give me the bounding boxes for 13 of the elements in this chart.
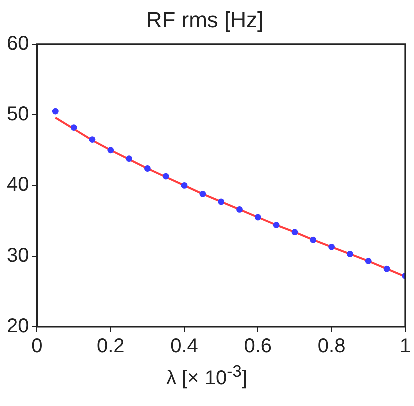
x-tick-label: 0 bbox=[32, 336, 43, 358]
x-tick-label: 0.6 bbox=[244, 336, 272, 358]
chart-title: RF rms [Hz] bbox=[146, 7, 264, 32]
x-tick-label: 0.4 bbox=[170, 336, 198, 358]
y-tick-label: 30 bbox=[6, 244, 30, 267]
y-tick-label: 50 bbox=[6, 104, 30, 126]
x-axis-title: λ [× 10$^{-3}$] bbox=[166, 362, 248, 391]
y-tick-label: 40 bbox=[6, 174, 30, 196]
x-tick-label: 1 bbox=[400, 336, 411, 358]
y-tick-label: 60 bbox=[6, 32, 30, 55]
x-tick-label: 0.8 bbox=[318, 336, 346, 358]
x-tick-label: 0.2 bbox=[96, 336, 125, 358]
y-tick-label: 20 bbox=[6, 316, 30, 338]
